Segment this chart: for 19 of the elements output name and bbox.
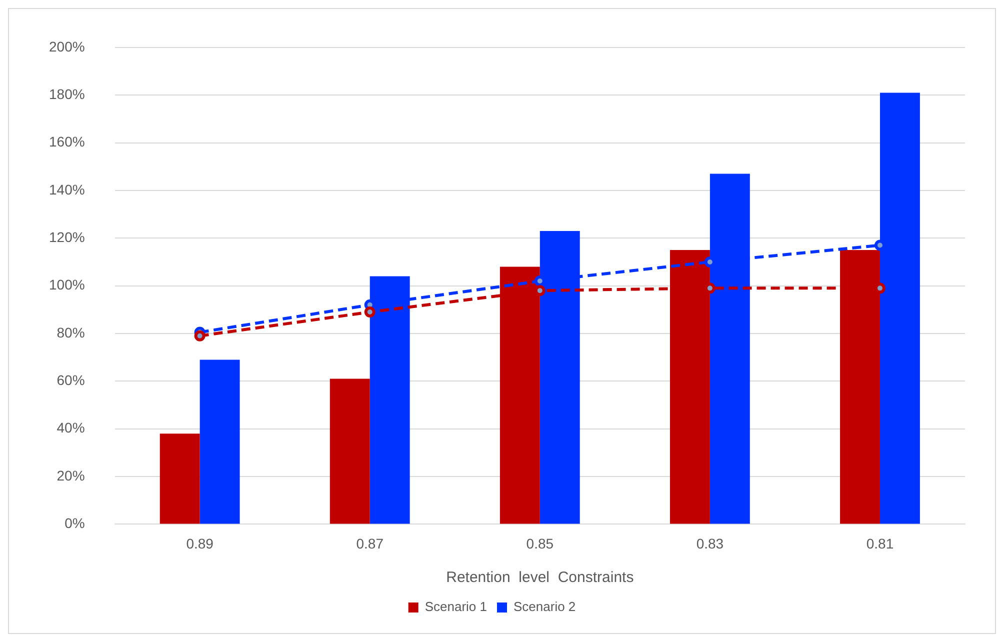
y-tick-label: 140%: [48, 181, 85, 198]
y-tick-label: 40%: [56, 420, 85, 436]
legend-label: Scenario 1: [424, 599, 488, 614]
y-tick-label: 200%: [48, 38, 85, 54]
y-tick-label: 0%: [64, 515, 85, 532]
x-tick-label: 0.83: [696, 535, 724, 552]
y-tick-label: 80%: [56, 324, 85, 340]
y-tick-label: 120%: [48, 228, 85, 245]
x-tick-label: 0.87: [356, 535, 384, 552]
x-axis-title: Retention level Constraints: [446, 569, 634, 586]
y-tick-label: 160%: [48, 134, 85, 150]
y-tick-label: 60%: [56, 372, 85, 388]
y-tick-label: 20%: [56, 467, 85, 484]
legend-label: Scenario 2: [514, 599, 576, 614]
y-tick-label: 180%: [48, 86, 85, 102]
x-tick-label: 0.85: [526, 535, 554, 552]
y-tick-label: 100%: [48, 276, 85, 293]
x-tick-label: 0.89: [186, 535, 214, 552]
x-tick-label: 0.81: [866, 535, 894, 552]
